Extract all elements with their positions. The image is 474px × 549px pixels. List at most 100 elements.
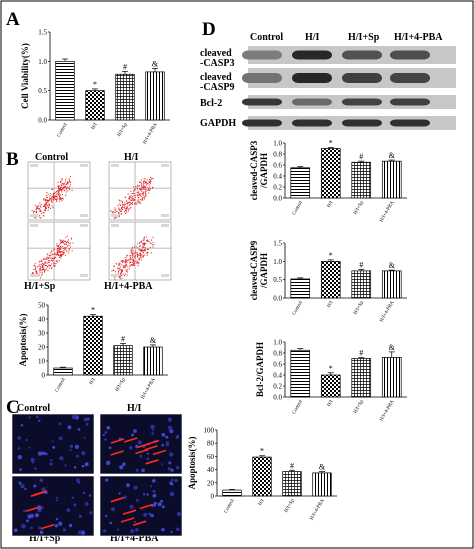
nucleus	[23, 509, 26, 513]
x-tick-label: H/I+4-PBA	[379, 200, 395, 223]
nucleus	[35, 513, 39, 518]
y-tick-label: 1.0	[273, 339, 282, 347]
y-axis-label: Apoptosis(%)	[18, 313, 28, 366]
bar-chart-d2: 0.0 0.5 1.0 1.5 cleaved-CASP9/GAPDH Control * H…	[249, 240, 407, 323]
nucleus	[129, 504, 134, 509]
nucleus	[109, 521, 113, 525]
nucleus	[150, 485, 153, 488]
blot-band	[292, 119, 332, 127]
quadrant-tag	[80, 164, 88, 167]
bar	[320, 148, 341, 199]
nucleus	[151, 429, 155, 432]
quadrant-tag	[161, 164, 169, 167]
apoptosis-arrow	[123, 437, 138, 443]
nucleus	[56, 496, 59, 499]
x-tick-label: H/I+Sp	[115, 377, 127, 393]
quadrant-tag	[80, 224, 88, 227]
nucleus	[165, 441, 170, 445]
nucleus	[67, 425, 72, 430]
blot-band	[292, 50, 332, 60]
x-tick-label: H/I+4-PBA	[310, 498, 326, 521]
significance-mark: &	[389, 151, 396, 160]
nucleus	[160, 499, 164, 503]
nucleus	[33, 484, 37, 488]
quadrant-tag	[111, 164, 119, 167]
nucleus	[146, 493, 149, 496]
bar	[381, 160, 402, 199]
apoptosis-arrow	[120, 517, 135, 523]
image-frame	[11, 413, 95, 475]
significance-mark: #	[290, 461, 294, 470]
blot-row: GAPDH	[200, 116, 456, 130]
nucleus	[106, 460, 111, 466]
x-tick-label: H/I+4-PBA	[379, 300, 395, 323]
nucleus	[133, 485, 138, 490]
y-tick-label: 100	[204, 427, 215, 435]
y-tick-label: 0.4	[273, 372, 282, 380]
blot-col-hi-sp: H/I+Sp	[348, 32, 380, 43]
y-tick-label: 0	[211, 493, 215, 501]
nucleus	[161, 528, 165, 532]
nucleus	[84, 502, 89, 506]
flow-plot	[27, 161, 91, 221]
nucleus	[102, 434, 105, 437]
nucleus	[122, 462, 126, 467]
x-tick-label: H/I+Sp	[284, 498, 296, 514]
y-tick-label: 0.2	[273, 184, 282, 192]
nucleus	[143, 512, 148, 517]
nucleus	[176, 434, 179, 437]
nucleus	[148, 512, 151, 516]
blot-row-label: GAPDH	[200, 118, 236, 129]
flow-events	[111, 236, 155, 280]
nucleus	[58, 436, 63, 441]
bar	[351, 161, 372, 199]
significance-mark: *	[93, 80, 97, 89]
y-tick-label: 20	[38, 344, 46, 352]
nucleus	[14, 528, 18, 533]
fluorescence-image	[99, 413, 183, 475]
nucleus	[58, 422, 62, 426]
micro-label-hi-sp: H/I+Sp	[29, 533, 61, 544]
blot-band	[342, 50, 382, 60]
nucleus	[52, 445, 56, 449]
blot-row-label: cleaved	[200, 72, 232, 83]
y-tick-label: 10	[38, 358, 46, 366]
y-tick-label: 60	[207, 453, 215, 461]
nucleus	[28, 446, 31, 449]
nucleus	[152, 479, 156, 483]
significance-mark: *	[329, 364, 333, 373]
quadrant-tag	[111, 224, 119, 227]
blot-col-hi-4pba: H/I+4-PBA	[394, 32, 443, 43]
bar-chart-a: 0.0 0.5 1.0 1.5 Cell Viability(%) Control * H/I…	[20, 29, 170, 145]
blot-band	[390, 73, 430, 83]
y-axis-label: Apoptosis(%)	[187, 436, 197, 489]
apoptosis-arrow	[152, 449, 167, 456]
y-tick-label: 0.0	[273, 195, 282, 203]
flow-label-hi-sp: H/I+Sp	[24, 281, 56, 292]
blot-row-label: Bcl-2	[200, 98, 222, 109]
quadrant-tag	[161, 274, 169, 277]
nucleus	[83, 417, 88, 422]
y-tick-label: 30	[38, 330, 46, 338]
blot-band	[292, 98, 332, 106]
nucleus	[150, 513, 154, 518]
nucleus	[50, 459, 53, 462]
y-tick-label: 0.5	[273, 276, 282, 284]
flow-plot	[27, 221, 91, 281]
x-tick-label: H/I+Sp	[117, 122, 129, 138]
nucleus	[153, 503, 156, 507]
bar	[145, 71, 165, 121]
y-axis-label: cleaved-CASP3	[249, 140, 259, 200]
y-axis-label: cleaved-CASP9	[249, 240, 259, 300]
y-tick-label: 0.8	[273, 350, 282, 358]
quadrant-tag	[30, 214, 38, 217]
nucleus	[176, 466, 180, 470]
x-tick-label: H/I+4-PBA	[143, 122, 159, 145]
quadrant-tag	[80, 274, 88, 277]
nucleus	[135, 468, 139, 472]
blot-row: cleaved-CASP3	[200, 46, 456, 69]
bar	[143, 346, 163, 376]
nucleus	[26, 519, 29, 523]
nucleus	[133, 520, 137, 524]
